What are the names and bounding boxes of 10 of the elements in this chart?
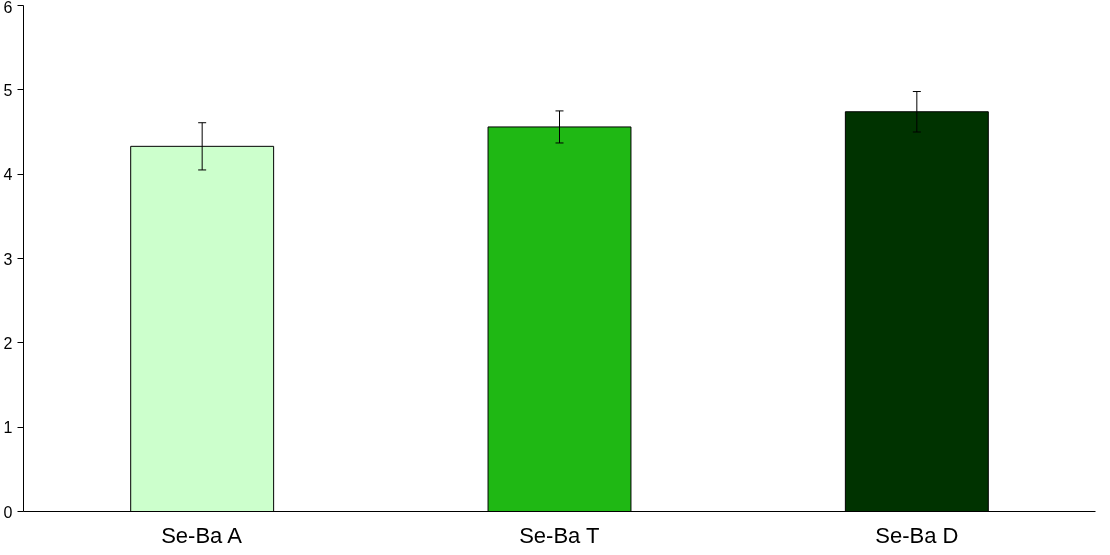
y-tick-label: 0 [3, 503, 13, 521]
x-tick-label: Se-Ba D [875, 522, 959, 548]
y-tick-label: 1 [3, 419, 13, 437]
x-tick-label: Se-Ba A [161, 522, 243, 548]
y-tick-label: 4 [3, 166, 13, 184]
y-tick-label: 5 [3, 81, 13, 99]
y-tick-label: 3 [3, 250, 13, 268]
x-tick-label: Se-Ba T [519, 522, 600, 548]
y-tick-label: 2 [3, 334, 13, 352]
y-tick-label: 6 [3, 0, 13, 16]
